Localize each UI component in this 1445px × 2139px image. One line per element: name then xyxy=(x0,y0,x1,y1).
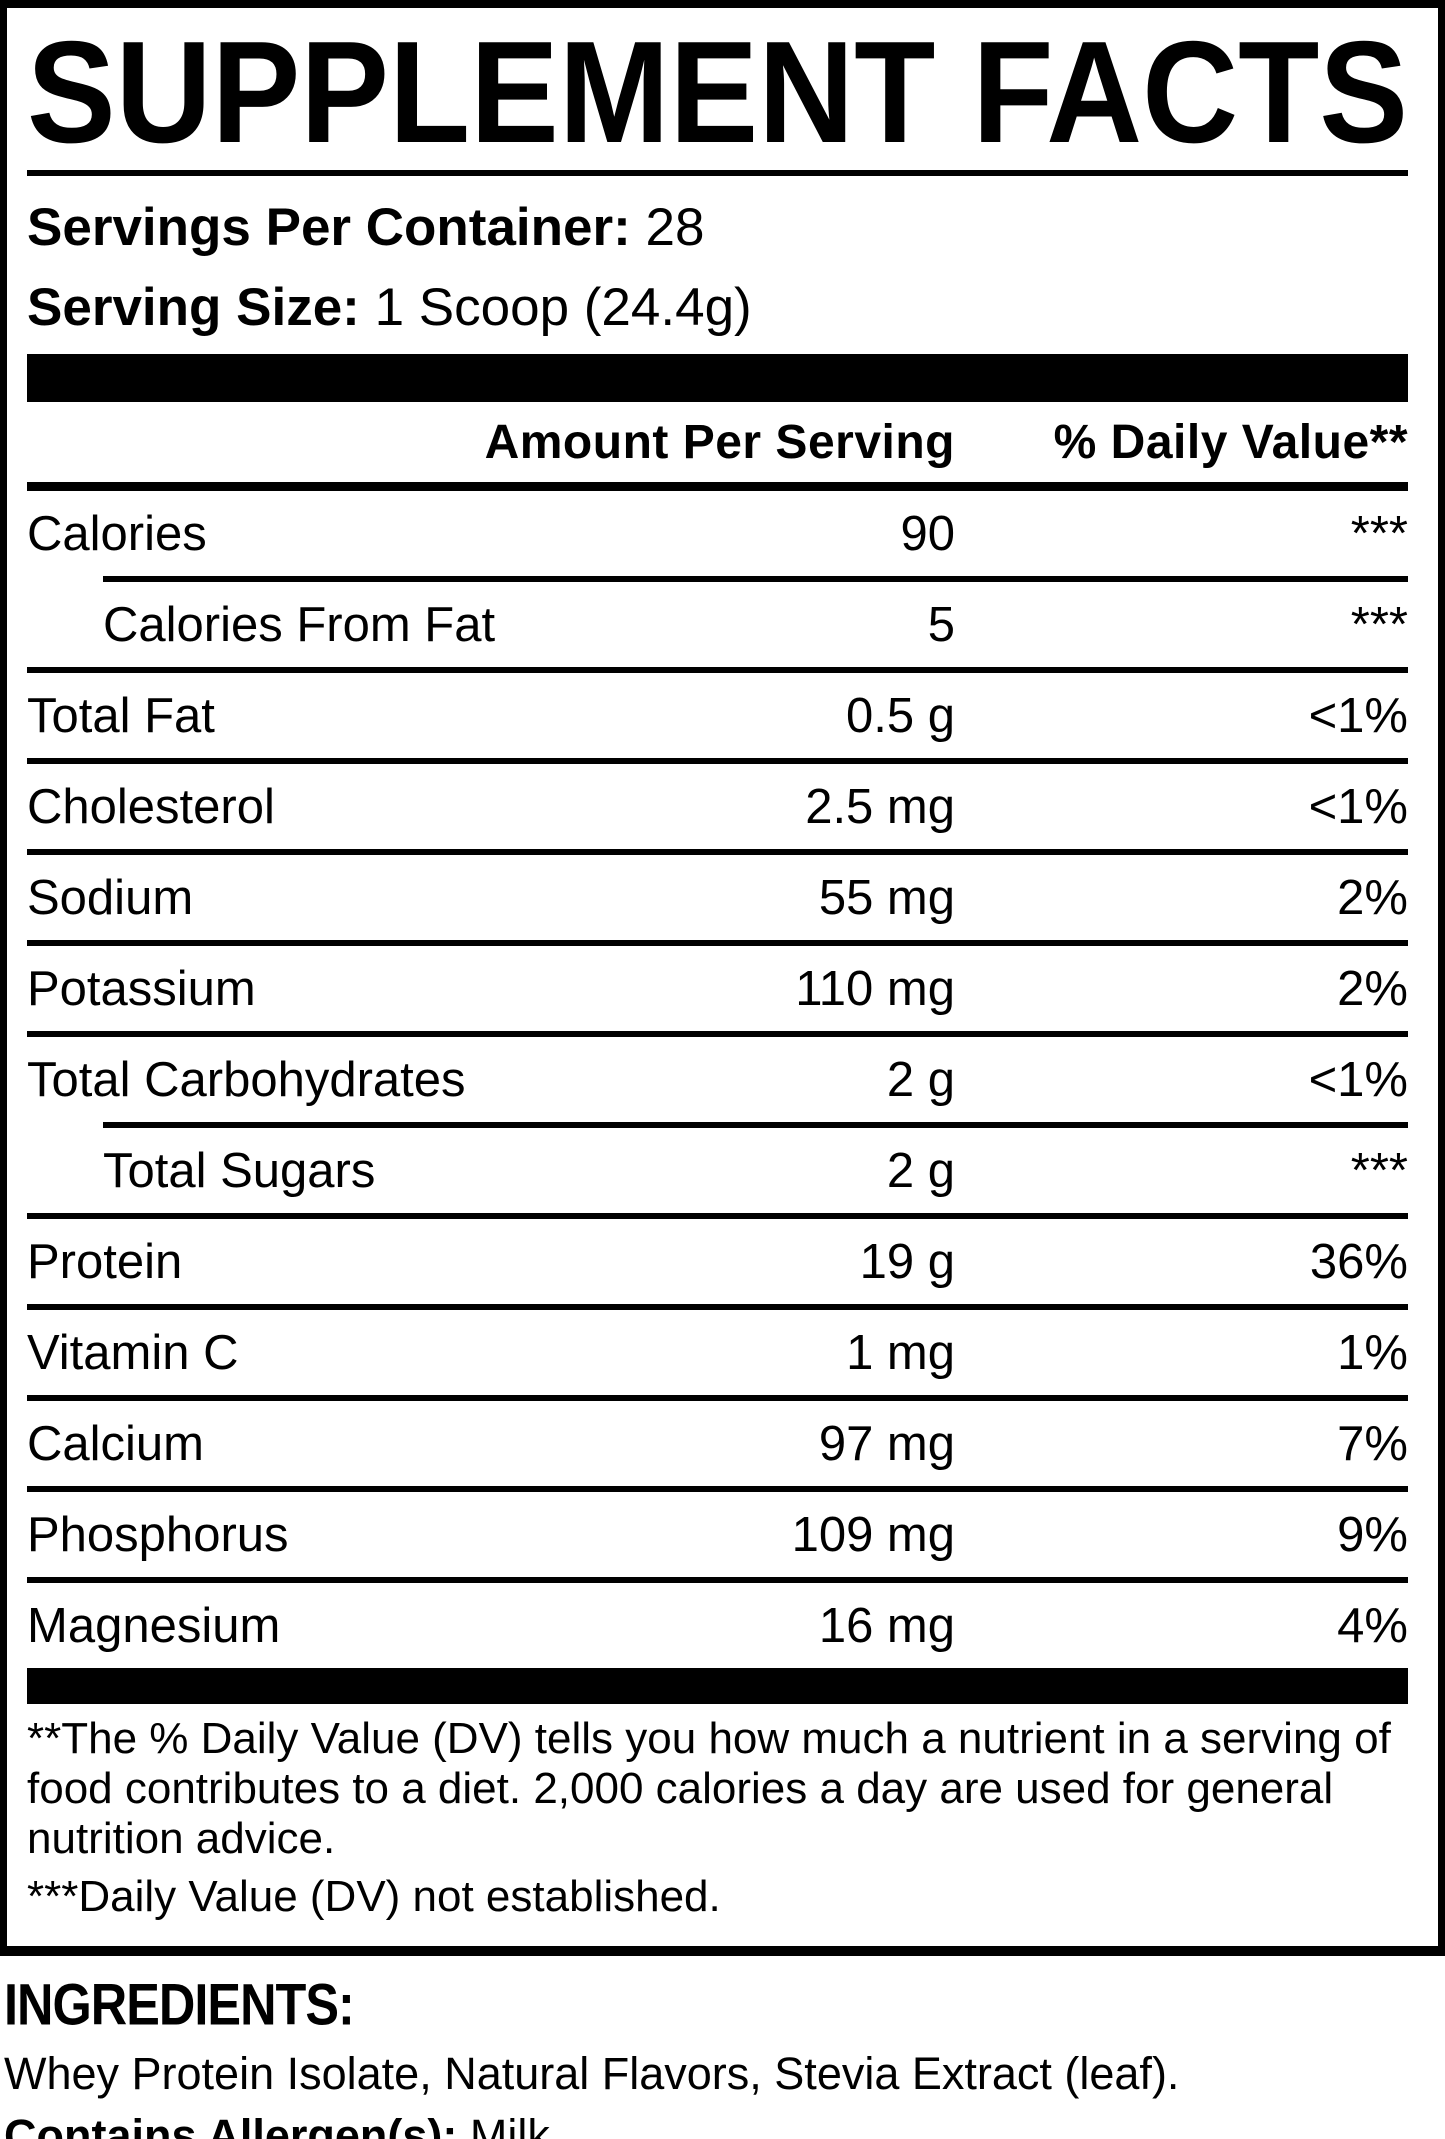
nutrient-name: Vitamin C xyxy=(27,1325,239,1380)
nutrient-dv: <1% xyxy=(1308,688,1408,743)
ingredients-heading: INGREDIENTS: xyxy=(4,1973,355,2039)
nutrient-name: Total Carbohydrates xyxy=(27,1052,466,1107)
row-divider xyxy=(27,940,1408,946)
row-divider xyxy=(103,576,1408,582)
thick-separator-bar-top xyxy=(27,354,1408,402)
allergen-statement: Contains Allergen(s): Milk xyxy=(4,2110,1441,2139)
nutrient-dv: 9% xyxy=(1337,1507,1408,1562)
nutrient-dv: <1% xyxy=(1308,779,1408,834)
nutrient-name: Protein xyxy=(27,1234,183,1289)
row-divider xyxy=(27,1031,1408,1037)
nutrient-dv: 36% xyxy=(1309,1234,1408,1289)
row-divider xyxy=(27,758,1408,764)
thick-separator-bar-bottom xyxy=(27,1668,1408,1704)
nutrient-table: Calories 90 *** Calories From Fat 5 *** Total … xyxy=(27,491,1408,1668)
nutrient-row: Total Carbohydrates 2 g <1% xyxy=(27,1037,1408,1122)
nutrient-row: Protein 19 g 36% xyxy=(27,1219,1408,1304)
nutrient-name: Cholesterol xyxy=(27,779,275,834)
nutrient-amount: 90 xyxy=(900,506,955,561)
title-divider xyxy=(27,170,1408,176)
nutrient-row: Vitamin C 1 mg 1% xyxy=(27,1310,1408,1395)
nutrient-dv: 1% xyxy=(1337,1325,1408,1380)
nutrient-name: Calories From Fat xyxy=(103,597,496,652)
nutrient-name: Total Fat xyxy=(27,688,215,743)
nutrient-dv: *** xyxy=(1350,506,1408,561)
nutrient-amount: 16 mg xyxy=(818,1598,955,1653)
dv-not-established-footnote: ***Daily Value (DV) not established. xyxy=(27,1872,721,1921)
nutrient-row: Potassium 110 mg 2% xyxy=(27,946,1408,1031)
nutrient-name: Potassium xyxy=(27,961,256,1016)
header-divider xyxy=(27,482,1408,491)
nutrient-dv: 7% xyxy=(1337,1416,1408,1471)
supplement-facts-panel: SUPPLEMENT FACTS Servings Per Container:… xyxy=(0,0,1445,1956)
nutrient-row: Magnesium 16 mg 4% xyxy=(27,1583,1408,1668)
nutrient-amount: 0.5 g xyxy=(846,688,955,743)
nutrient-amount: 2 g xyxy=(886,1052,955,1107)
nutrient-amount: 1 mg xyxy=(846,1325,955,1380)
nutrient-dv: 4% xyxy=(1337,1598,1408,1653)
nutrient-row: Cholesterol 2.5 mg <1% xyxy=(27,764,1408,849)
row-divider xyxy=(27,1213,1408,1219)
nutrient-amount: 19 g xyxy=(859,1234,955,1289)
nutrient-dv: 2% xyxy=(1337,870,1408,925)
amount-per-serving-header: Amount Per Serving xyxy=(484,415,955,469)
serving-info: Servings Per Container: 28 Serving Size:… xyxy=(27,188,1408,348)
nutrient-amount: 110 mg xyxy=(795,961,955,1016)
row-divider xyxy=(27,1486,1408,1492)
nutrient-amount: 109 mg xyxy=(791,1507,955,1562)
nutrient-name: Calories xyxy=(27,506,207,561)
nutrient-row: Phosphorus 109 mg 9% xyxy=(27,1492,1408,1577)
nutrient-dv: *** xyxy=(1350,597,1408,652)
nutrient-amount: 2.5 mg xyxy=(805,779,955,834)
row-divider xyxy=(27,1577,1408,1583)
row-divider xyxy=(27,849,1408,855)
nutrient-row: Sodium 55 mg 2% xyxy=(27,855,1408,940)
serving-size-value: 1 Scoop (24.4g) xyxy=(374,278,752,337)
panel-title: SUPPLEMENT FACTS xyxy=(27,18,1408,166)
servings-per-container-value: 28 xyxy=(645,198,705,257)
row-divider xyxy=(27,1395,1408,1401)
nutrient-row: Total Sugars 2 g *** xyxy=(27,1128,1408,1213)
nutrient-name: Calcium xyxy=(27,1416,204,1471)
allergen-label: Contains Allergen(s): xyxy=(4,2110,458,2139)
ingredients-section: INGREDIENTS: Whey Protein Isolate, Natur… xyxy=(4,1972,1441,2139)
nutrient-dv: 2% xyxy=(1337,961,1408,1016)
nutrient-amount: 97 mg xyxy=(818,1416,955,1471)
nutrient-dv: <1% xyxy=(1308,1052,1408,1107)
nutrient-name: Sodium xyxy=(27,870,194,925)
daily-value-footnote: **The % Daily Value (DV) tells you how m… xyxy=(27,1714,1391,1863)
nutrient-name: Phosphorus xyxy=(27,1507,289,1562)
nutrient-name: Magnesium xyxy=(27,1598,281,1653)
nutrient-amount: 5 xyxy=(927,597,955,652)
row-divider xyxy=(27,667,1408,673)
servings-per-container: Servings Per Container: 28 xyxy=(27,188,1408,268)
ingredients-list: Whey Protein Isolate, Natural Flavors, S… xyxy=(4,2048,1180,2099)
nutrient-name: Total Sugars xyxy=(103,1143,376,1198)
nutrient-amount: 55 mg xyxy=(818,870,955,925)
nutrient-row: Calories 90 *** xyxy=(27,491,1408,576)
nutrient-row: Total Fat 0.5 g <1% xyxy=(27,673,1408,758)
daily-value-header: % Daily Value** xyxy=(1053,415,1408,469)
nutrient-row: Calories From Fat 5 *** xyxy=(27,582,1408,667)
allergen-value: Milk xyxy=(469,2110,550,2139)
row-divider xyxy=(103,1122,1408,1128)
nutrient-row: Calcium 97 mg 7% xyxy=(27,1401,1408,1486)
serving-size: Serving Size: 1 Scoop (24.4g) xyxy=(27,268,1408,348)
servings-per-container-label: Servings Per Container: xyxy=(27,198,631,257)
nutrient-amount: 2 g xyxy=(886,1143,955,1198)
table-column-header: Amount Per Serving % Daily Value** xyxy=(27,402,1408,482)
serving-size-label: Serving Size: xyxy=(27,278,360,337)
nutrient-dv: *** xyxy=(1350,1143,1408,1198)
row-divider xyxy=(27,1304,1408,1310)
panel-title-text: SUPPLEMENT FACTS xyxy=(27,18,1408,166)
